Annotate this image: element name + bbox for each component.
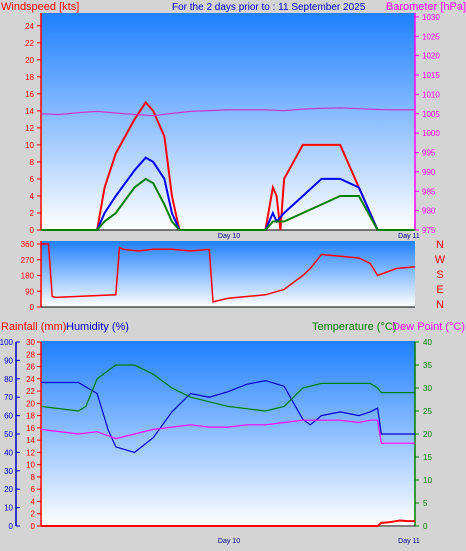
rainfall-tick-label: 22 [26, 387, 35, 396]
x-tick-label: Day 10 [218, 233, 240, 240]
direction-tick-label: 360 [21, 240, 35, 249]
series-dewpoint [40, 419, 415, 444]
rainfall-tick-label: 30 [26, 338, 35, 347]
x-tick-label: Day 11 [398, 538, 420, 545]
compass-s: S [436, 269, 443, 281]
series-wind_min [41, 177, 415, 231]
wind-series [40, 100, 415, 231]
wind-tick-label: 20 [25, 56, 34, 65]
rainfall-tick-label: 4 [31, 497, 36, 506]
compass-n: N [436, 299, 444, 311]
wind-label: Windspeed [kts] [1, 1, 79, 13]
wind-tick-label: 14 [25, 107, 34, 116]
pressure-tick-label: 1015 [422, 71, 440, 80]
wind-tick-label: 4 [30, 192, 35, 201]
dewpoint-label: Dew Point (°C) [392, 321, 465, 333]
series-pressure [40, 107, 415, 117]
pressure-tick-label: 980 [422, 207, 436, 216]
wind-tick-label: 16 [25, 90, 34, 99]
series-rainfall [41, 519, 415, 527]
rainfall-tick-label: 18 [26, 412, 35, 421]
humidity-tick-label: 40 [4, 448, 13, 457]
pressure-tick-label: 1000 [422, 129, 440, 138]
series-direction [41, 243, 416, 303]
humidity-tick-label: 80 [4, 375, 13, 384]
direction-axes: 0 90 180 270 360 [21, 240, 415, 312]
rainfall-tick-label: 2 [31, 510, 36, 519]
temp-plot-area [41, 341, 415, 527]
direction-tick-label: 180 [21, 272, 35, 281]
rainfall-tick-label: 24 [26, 375, 35, 384]
rainfall-tick-label: 26 [26, 363, 35, 372]
wind-tick-label: 12 [25, 124, 34, 133]
wind-tick-label: 22 [25, 39, 34, 48]
wind-tick-label: 10 [25, 141, 34, 150]
temperature-label: Temperature (°C) [312, 321, 396, 333]
pressure-tick-label: 1020 [422, 52, 440, 61]
chart-title: For the 2 days prior to : 11 September 2… [172, 2, 366, 13]
direction-tick-label: 90 [25, 287, 34, 296]
direction-tick-label: 270 [21, 256, 35, 265]
direction-tick-label: 0 [30, 303, 35, 312]
wind-tick-label: 18 [25, 73, 34, 82]
temperature-tick-label: 15 [423, 453, 432, 462]
humidity-tick-label: 0 [9, 522, 14, 531]
series-humidity [41, 379, 415, 454]
rainfall-tick-label: 28 [26, 350, 35, 359]
pressure-tick-label: 1025 [422, 32, 440, 41]
wind-tick-label: 24 [25, 22, 34, 31]
temperature-tick-label: 20 [423, 430, 432, 439]
temperature-tick-label: 30 [423, 384, 432, 393]
temperature-tick-label: 0 [423, 522, 428, 531]
rainfall-tick-label: 0 [31, 522, 36, 531]
compass-w: W [435, 254, 446, 266]
pressure-tick-label: 995 [422, 149, 436, 158]
humidity-tick-label: 70 [4, 393, 13, 402]
humidity-tick-label: 90 [4, 356, 13, 365]
pressure-tick-label: 985 [422, 187, 436, 196]
wind-tick-label: 6 [30, 175, 35, 184]
humidity-tick-label: 100 [0, 338, 14, 347]
temp-series [40, 364, 415, 527]
rainfall-tick-label: 6 [31, 485, 36, 494]
humidity-tick-label: 50 [4, 430, 13, 439]
temperature-tick-label: 40 [423, 338, 432, 347]
rainfall-tick-label: 10 [26, 461, 35, 470]
rainfall-label: Rainfall (mm) [1, 321, 66, 333]
rainfall-tick-label: 16 [26, 424, 35, 433]
rainfall-tick-label: 12 [26, 448, 35, 457]
x-tick-label: Day 10 [218, 538, 240, 545]
wind-tick-label: 8 [30, 158, 35, 167]
direction-plot-area [41, 241, 415, 307]
rainfall-tick-label: 20 [26, 399, 35, 408]
temperature-tick-label: 25 [423, 407, 432, 416]
pressure-tick-label: 1030 [422, 13, 440, 22]
compass-e: E [436, 284, 443, 296]
pressure-tick-label: 975 [422, 226, 436, 235]
pressure-tick-label: 1010 [422, 90, 440, 99]
rainfall-tick-label: 8 [31, 473, 36, 482]
direction-series [41, 243, 416, 303]
x-tick-label: Day 11 [398, 233, 420, 240]
humidity-label: Humidity (%) [66, 321, 129, 333]
temperature-tick-label: 10 [423, 476, 432, 485]
temp-axes: 0102030405060708090100024681012141618202… [0, 338, 432, 545]
humidity-tick-label: 20 [4, 485, 13, 494]
rainfall-tick-label: 14 [26, 436, 35, 445]
temperature-tick-label: 5 [423, 499, 428, 508]
barometer-label: Barometer [hPa] [386, 1, 466, 13]
wind-axes: 0246810121416182022249759809859909951000… [25, 13, 440, 240]
compass-n: N [436, 239, 444, 251]
wind-tick-label: 2 [30, 209, 35, 218]
temperature-tick-label: 35 [423, 361, 432, 370]
humidity-tick-label: 30 [4, 467, 13, 476]
pressure-tick-label: 1005 [422, 110, 440, 119]
series-temperature [40, 364, 415, 412]
wind-tick-label: 0 [30, 226, 35, 235]
humidity-tick-label: 60 [4, 412, 13, 421]
pressure-tick-label: 990 [422, 168, 436, 177]
humidity-tick-label: 10 [4, 504, 13, 513]
